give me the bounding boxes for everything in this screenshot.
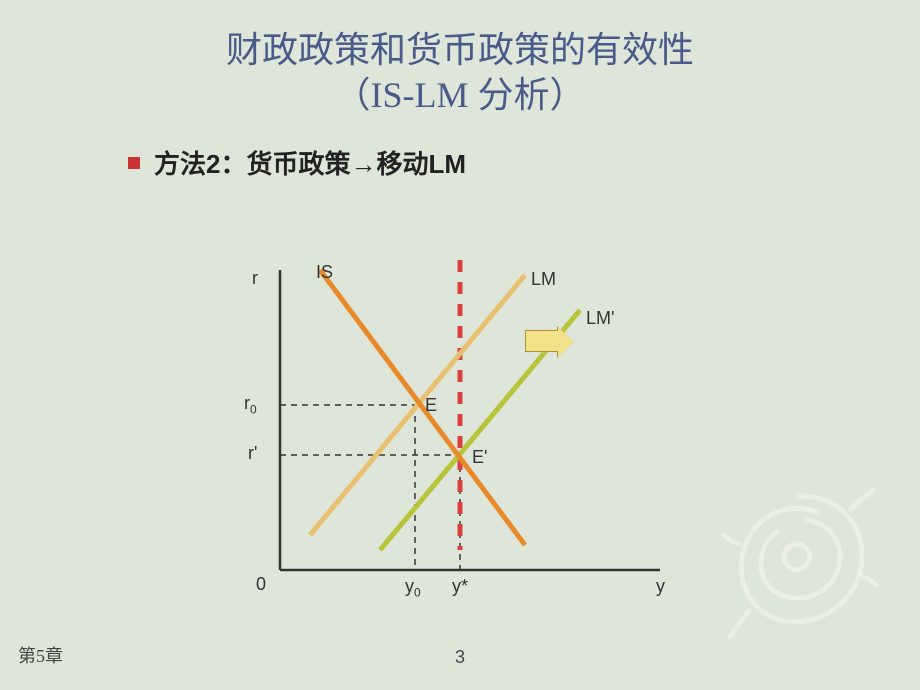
footer-chapter: 第5章 bbox=[18, 642, 63, 668]
slide-title: 财政政策和货币政策的有效性 （IS-LM 分析） bbox=[0, 0, 920, 118]
x-axis-label: y bbox=[656, 576, 665, 597]
y0-label: y0 bbox=[405, 576, 421, 600]
footer-page-number: 3 bbox=[455, 647, 465, 668]
r-prime-label: r' bbox=[248, 443, 257, 464]
bullet-square-icon bbox=[128, 157, 140, 169]
islm-chart: r y 0 r0 r' y0 y* IS LM LM' E E' bbox=[180, 250, 700, 610]
title-line2: （IS-LM 分析） bbox=[335, 75, 586, 115]
r0-label: r0 bbox=[244, 393, 257, 417]
lm-prime-label: LM' bbox=[586, 308, 614, 329]
bullet-row: 方法2：货币政策→移动LM bbox=[128, 144, 920, 181]
ystar-label: y* bbox=[452, 576, 468, 597]
r0-sub: 0 bbox=[250, 403, 257, 417]
y-axis-label: r bbox=[252, 268, 258, 289]
bullet-text: 方法2：货币政策→移动LM bbox=[154, 144, 466, 181]
title-line1: 财政政策和货币政策的有效性 bbox=[226, 30, 694, 70]
e-prime-label: E' bbox=[472, 447, 487, 468]
shift-arrow-icon bbox=[525, 330, 561, 352]
y0-text: y bbox=[405, 576, 414, 596]
is-label: IS bbox=[316, 262, 333, 283]
dragon-ornament-icon bbox=[720, 480, 880, 640]
origin-label: 0 bbox=[256, 574, 266, 595]
y0-sub: 0 bbox=[414, 586, 421, 600]
lm-label: LM bbox=[531, 269, 556, 290]
chart-svg bbox=[180, 250, 700, 610]
e-label: E bbox=[425, 395, 437, 416]
